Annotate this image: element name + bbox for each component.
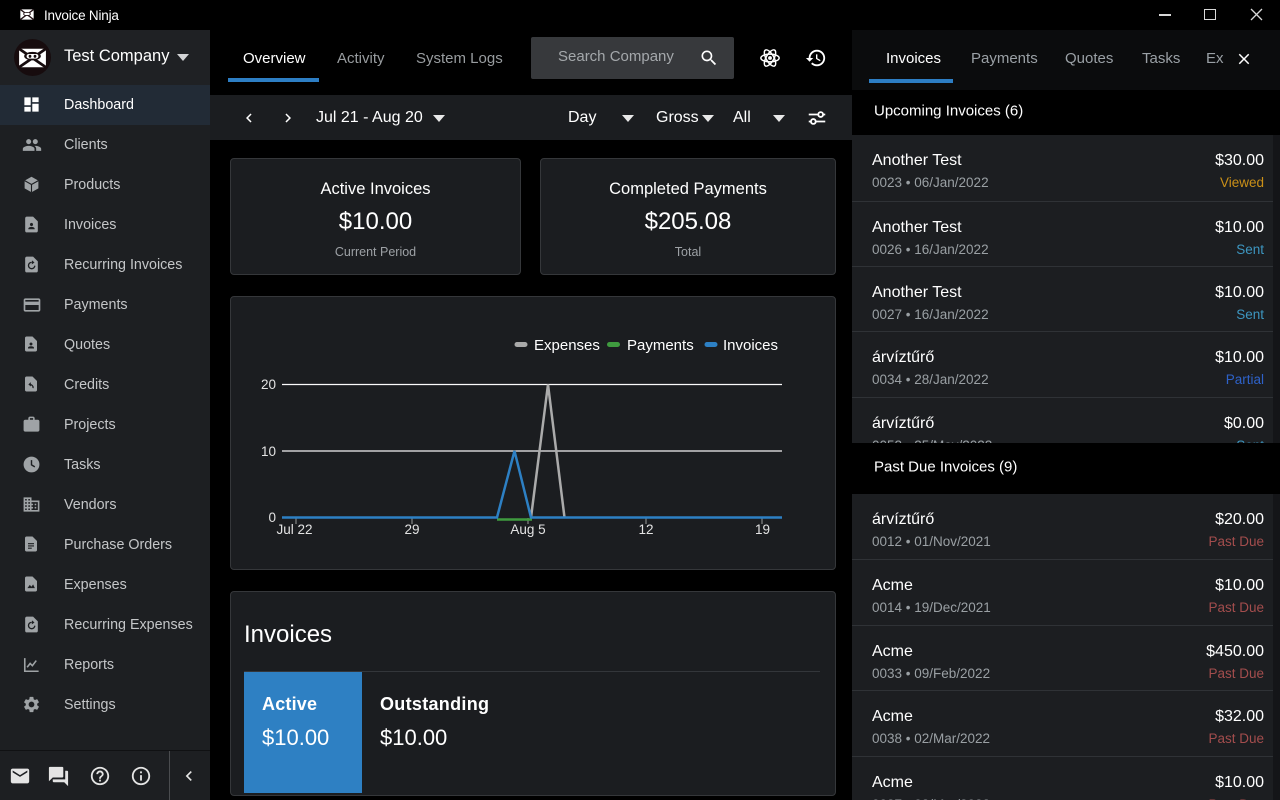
svg-text:29: 29: [404, 522, 419, 537]
svg-text:0: 0: [268, 510, 276, 525]
svg-text:Aug 5: Aug 5: [510, 522, 545, 537]
svg-text:19: 19: [755, 522, 770, 537]
svg-text:Payments: Payments: [627, 337, 694, 354]
svg-text:12: 12: [638, 522, 653, 537]
svg-text:10: 10: [261, 444, 276, 459]
svg-text:Jul 22: Jul 22: [276, 522, 312, 537]
svg-text:Invoices: Invoices: [723, 337, 778, 354]
svg-text:20: 20: [261, 377, 276, 392]
svg-text:Expenses: Expenses: [534, 337, 600, 354]
